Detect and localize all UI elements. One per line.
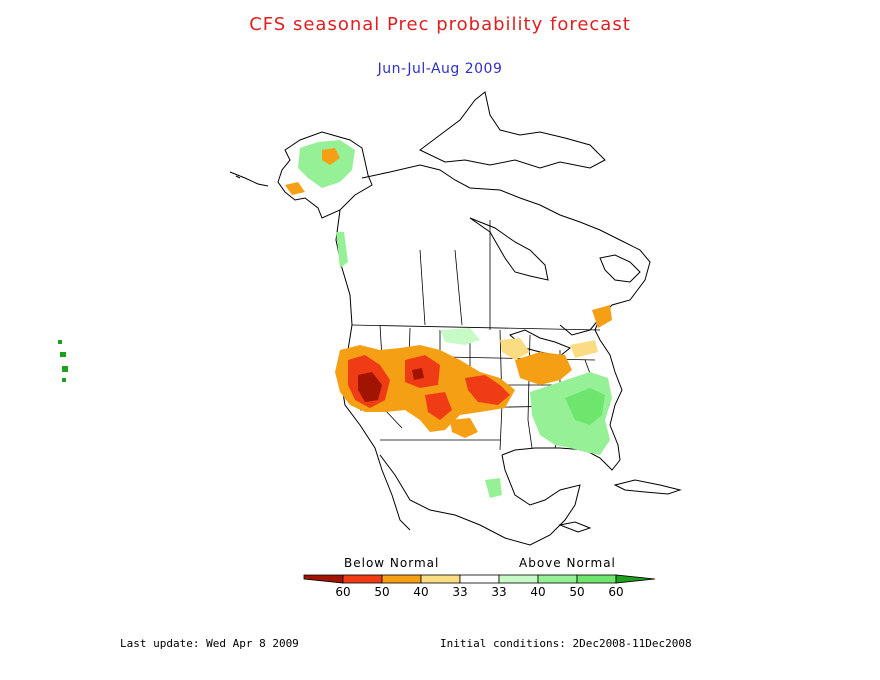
region-midwest-below-40 (515, 352, 572, 385)
map-subtitle: Jun-Jul-Aug 2009 (377, 61, 503, 77)
last-update-text: Last update: Wed Apr 8 2009 (120, 637, 299, 650)
hawaii-islands (58, 340, 68, 382)
region-oklahoma-below-40 (450, 418, 478, 438)
hispaniola (558, 521, 592, 533)
mexico-outline (379, 454, 581, 546)
aleutian-islands (229, 171, 269, 187)
arctic-islands (419, 91, 606, 169)
alaska-outline (277, 131, 373, 219)
region-texas-above-40 (485, 478, 502, 498)
color-legend: 60 50 40 33 33 40 50 60 (303, 574, 656, 599)
legend-tick-label: 50 (374, 585, 389, 599)
legend-tick-label: 33 (491, 585, 506, 599)
legend-arrow-left (303, 574, 344, 584)
cuba (613, 479, 682, 495)
legend-swatch (537, 574, 578, 584)
legend-tick-label: 50 (569, 585, 584, 599)
region-wyoming-below-60 (412, 368, 424, 380)
region-ohio-below-33 (570, 340, 598, 358)
region-plains-below-50 (465, 375, 510, 405)
region-colorado-below-50 (425, 392, 452, 420)
hudson-bay (469, 217, 549, 281)
region-west-below-60 (358, 372, 382, 402)
legend-tick-label: 40 (530, 585, 545, 599)
region-alaska-below (322, 148, 340, 165)
region-bc-coast-above (336, 232, 348, 268)
legend-tick-label: 60 (335, 585, 350, 599)
region-alaska-above (298, 140, 355, 188)
legend-tick-label: 60 (608, 585, 623, 599)
newfoundland (599, 254, 641, 283)
gulf-coast (501, 317, 623, 471)
legend-tick-label: 40 (413, 585, 428, 599)
legend-swatch (420, 574, 461, 584)
region-newengland-below-40 (592, 305, 612, 328)
region-alaska-south-below (285, 182, 305, 195)
region-midwest-below-33 (500, 338, 530, 360)
region-north-above-33 (440, 328, 480, 345)
legend-swatch (342, 574, 383, 584)
legend-swatch (459, 574, 500, 584)
initial-conditions-text: Initial conditions: 2Dec2008-11Dec2008 (440, 637, 692, 650)
legend-swatch (381, 574, 422, 584)
legend-tick-label: 33 (452, 585, 467, 599)
probability-regions (58, 140, 612, 498)
legend-above-label: Above Normal (519, 556, 616, 570)
legend-swatch (498, 574, 539, 584)
coastline-outlines (229, 91, 682, 546)
region-southeast-above-50 (565, 388, 605, 425)
legend-below-label: Below Normal (344, 556, 440, 570)
map-title: CFS seasonal Prec probability forecast (249, 14, 631, 35)
legend-swatch (576, 574, 617, 584)
legend-arrow-right (615, 574, 656, 584)
